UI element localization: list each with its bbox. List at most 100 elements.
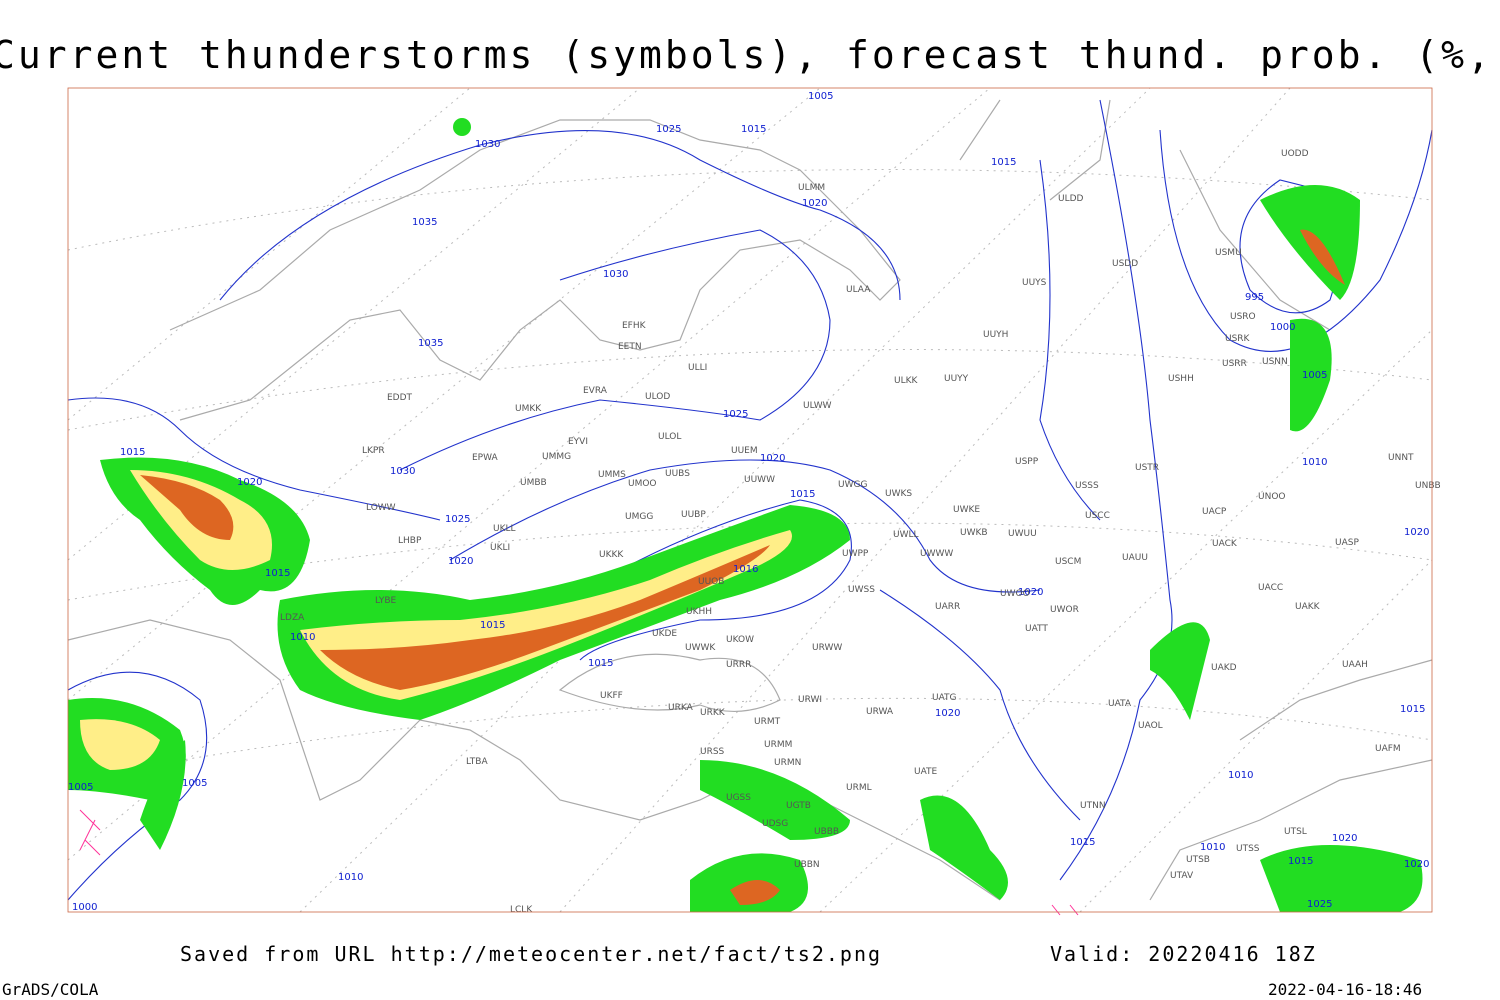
station-label: URKA	[668, 703, 694, 713]
isobar-label: 995	[1245, 292, 1264, 303]
isobar-label: 1020	[935, 708, 960, 719]
station-label: EVRA	[583, 386, 608, 396]
station-label: ULOL	[658, 432, 681, 442]
station-label: UNBB	[1415, 481, 1441, 491]
station-label: UATG	[932, 693, 957, 703]
isobar-label: 1015	[480, 620, 505, 631]
station-label: URMT	[754, 717, 781, 727]
station-label: UWWW	[920, 549, 953, 559]
station-label: USSS	[1075, 481, 1099, 491]
station-label: URKK	[700, 708, 726, 718]
station-label: EDDT	[387, 393, 413, 403]
station-label: URSS	[700, 747, 725, 757]
station-label: URWW	[812, 643, 842, 653]
station-label: UWUU	[1008, 529, 1037, 539]
isobar-label: 1015	[120, 447, 145, 458]
isobar-label: 1025	[723, 409, 748, 420]
station-label: UWOO	[1000, 589, 1030, 599]
map-border	[67, 87, 1433, 913]
isobar-label: 1035	[418, 338, 443, 349]
station-label: USCC	[1085, 511, 1110, 521]
station-label: UGTB	[786, 801, 811, 811]
station-label: UNOO	[1258, 492, 1286, 502]
station-label: UBBN	[794, 860, 820, 870]
isobar-label: 1020	[1332, 833, 1357, 844]
station-label: ULMM	[798, 183, 825, 193]
station-label: UUYS	[1022, 278, 1047, 288]
station-label: EYVI	[568, 437, 588, 447]
isobar-label: 1025	[1307, 899, 1332, 910]
station-label: UAAH	[1342, 660, 1368, 670]
station-label: UGSS	[726, 793, 751, 803]
station-label: UKLI	[490, 543, 510, 553]
station-label: UUBP	[681, 510, 706, 520]
isobar-label: 1005	[182, 778, 207, 789]
isobar-label: 1020	[237, 477, 262, 488]
station-label: ULOD	[645, 392, 670, 402]
isobar-label: 1016	[733, 564, 758, 575]
station-label: UAKK	[1295, 602, 1321, 612]
station-label: LCLK	[510, 905, 533, 915]
graticule	[67, 87, 1433, 913]
valid-time: Valid: 20220416 18Z	[1050, 942, 1317, 966]
station-label: UNNT	[1388, 453, 1414, 463]
station-label: UMMS	[598, 470, 626, 480]
station-label: UKFF	[600, 691, 623, 701]
station-label: UUEM	[731, 446, 758, 456]
isobar-label: 1035	[412, 217, 437, 228]
station-label: UUOB	[698, 577, 724, 587]
isobar-label: 1010	[1200, 842, 1225, 853]
station-label: ULLI	[688, 363, 707, 373]
isobar-label: 1000	[72, 902, 97, 913]
station-label: URWI	[798, 695, 822, 705]
isobar-label: 1020	[448, 556, 473, 567]
station-label: UATE	[914, 767, 938, 777]
isobar-label: 1020	[1018, 587, 1043, 598]
isobar-label: 1020	[1404, 527, 1429, 538]
station-label: USTR	[1135, 463, 1159, 473]
station-label: UWKE	[953, 505, 980, 515]
station-label: UACK	[1212, 539, 1238, 549]
station-label: UUYH	[983, 330, 1008, 340]
station-label: USRK	[1225, 334, 1251, 344]
station-label: USRR	[1222, 359, 1247, 369]
isobar-label: 1015	[741, 124, 766, 135]
station-label: UODD	[1281, 149, 1309, 159]
station-label: UAFM	[1375, 744, 1401, 754]
station-label: URML	[846, 783, 872, 793]
station-label: UKLL	[493, 524, 516, 534]
station-label: UWPP	[842, 549, 869, 559]
station-label: UKHH	[686, 607, 712, 617]
station-label: UWKS	[885, 489, 912, 499]
station-label: UUBS	[665, 469, 690, 479]
isobar-label: 1010	[338, 872, 363, 883]
station-label: LKPR	[362, 446, 385, 456]
station-label: LOWW	[366, 503, 396, 513]
station-label: UAUU	[1122, 553, 1148, 563]
station-label: UASP	[1335, 538, 1359, 548]
isobar-label: 1000	[1270, 322, 1295, 333]
station-label: UWGG	[838, 480, 867, 490]
source-url: Saved from URL http://meteocenter.net/fa…	[180, 942, 882, 966]
isobar-label: 1015	[991, 157, 1016, 168]
station-label: UATT	[1025, 624, 1048, 634]
isobar-label: 1015	[1070, 837, 1095, 848]
station-label: EFHK	[622, 321, 647, 331]
station-label: UACP	[1202, 507, 1227, 517]
isobar-label: 1030	[475, 139, 500, 150]
isobar-label: 1015	[1288, 856, 1313, 867]
isobar-label: 1015	[790, 489, 815, 500]
title: Current thunderstorms (symbols), forecas…	[0, 33, 1500, 77]
station-label: UTAV	[1170, 871, 1194, 881]
station-label: LHBP	[398, 536, 422, 546]
station-label: UWOR	[1050, 605, 1079, 615]
timestamp: 2022-04-16-18:46	[1268, 980, 1422, 999]
station-label: LDZA	[280, 613, 305, 623]
station-label: UATA	[1108, 699, 1132, 709]
station-label: ULAA	[846, 285, 871, 295]
station-label: USMU	[1215, 248, 1242, 258]
isobar-label: 1020	[1404, 859, 1429, 870]
station-label: UDSG	[762, 819, 788, 829]
isobar-label: 1030	[390, 466, 415, 477]
